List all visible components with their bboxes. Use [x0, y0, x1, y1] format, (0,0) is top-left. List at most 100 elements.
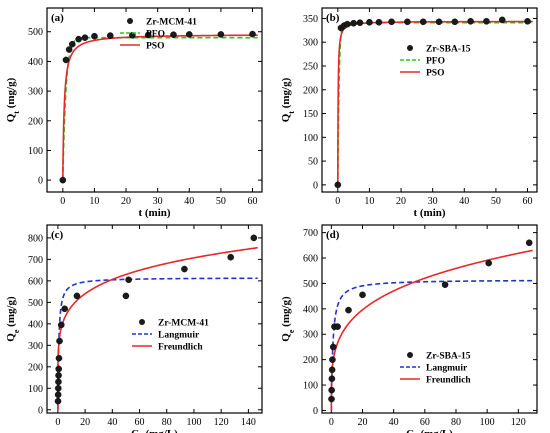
legend-label-freundlich: Freundlich	[426, 376, 471, 386]
data-point	[498, 16, 506, 24]
legend-label-pfo: PFO	[146, 30, 165, 40]
data-point	[334, 323, 341, 330]
y-tick-label: 100	[28, 384, 43, 395]
legend-label-pso: PSO	[426, 69, 444, 79]
data-point	[181, 265, 188, 273]
x-tick-label: 80	[162, 417, 172, 428]
legend: Zr-MCM-41 PFO PSO	[120, 18, 197, 52]
data-point	[334, 181, 342, 189]
legend-label-langmuir: Langmuir	[158, 331, 200, 341]
data-point	[106, 32, 114, 39]
x-tick-label: 120	[511, 417, 526, 428]
y-tick-label: 700	[28, 255, 43, 266]
x-tick-label: 20	[396, 196, 406, 207]
legend: Zr-SBA-15 Langmuir Freundlich	[400, 352, 471, 386]
y-tick-label: 300	[28, 87, 43, 98]
panel-label: (a)	[51, 12, 64, 24]
x-tick-label: 140	[241, 417, 256, 428]
x-tick-label: 100	[480, 417, 495, 428]
y-axis-label: Qe (mg/g)	[280, 296, 296, 342]
x-tick-label: 20	[358, 417, 368, 428]
y-tick-label: 500	[303, 279, 318, 290]
x-tick-label: 60	[135, 417, 145, 428]
x-tick-label: 60	[248, 196, 258, 207]
y-axis-label: Qt (mg/g)	[280, 77, 296, 122]
legend-label-points: Zr-SBA-15	[426, 352, 471, 362]
data-point	[388, 18, 395, 26]
data-point	[59, 176, 67, 184]
fit-line-pso	[62, 34, 258, 181]
x-tick-label: 40	[184, 196, 194, 207]
y-tick-label: 350	[303, 14, 318, 25]
data-point	[359, 291, 366, 299]
y-tick-label: 50	[308, 157, 318, 168]
x-tick-label: 20	[80, 417, 90, 428]
y-tick-label: 600	[303, 254, 318, 265]
panel-3: 0 20 40 60 80 100 120 0 100 200 300 400 500 600 700 Ce …	[280, 224, 538, 433]
data-point	[329, 356, 336, 363]
y-tick-label: 300	[28, 341, 43, 352]
data-point	[61, 305, 68, 313]
y-tick-label: 0	[38, 405, 43, 416]
y-tick-label: 300	[303, 330, 318, 341]
panel-0: 0 10 20 30 40 50 60 0 100 200 300 400 500 t (min) Qt (…	[5, 7, 263, 219]
y-tick-label: 250	[303, 62, 318, 73]
data-point	[57, 321, 65, 329]
data-point	[451, 18, 459, 26]
data-point	[54, 391, 62, 399]
x-tick-label: 0	[335, 196, 340, 207]
x-axis-label: t (min)	[138, 207, 170, 219]
fit-line-freundlich	[57, 246, 258, 410]
data-point	[356, 19, 364, 27]
legend-label-points: Zr-SBA-15	[426, 45, 471, 55]
data-point	[328, 386, 335, 394]
data-point	[55, 378, 62, 386]
x-tick-label: 30	[153, 196, 163, 207]
data-point	[55, 372, 62, 379]
panel-1: 0 10 20 30 40 50 60 0 50 100 150 200 250 300 350 t (min…	[280, 7, 538, 219]
legend-label-pfo: PFO	[426, 57, 445, 67]
data-point	[250, 234, 258, 242]
data-point	[73, 292, 81, 300]
data-point	[75, 35, 82, 43]
x-axis-label: Ce (mg/L)	[406, 428, 453, 433]
data-point	[524, 18, 531, 25]
data-point	[350, 19, 357, 27]
y-tick-label: 200	[303, 85, 318, 96]
plot-frame	[46, 7, 263, 193]
data-point	[81, 34, 89, 41]
y-tick-label: 400	[303, 304, 318, 315]
data-point	[170, 31, 177, 39]
panel-2: 0 20 40 60 80 100 120 140 0 100 200 300 400 500 600 700…	[5, 224, 263, 433]
fit-line-pfo	[62, 36, 258, 181]
data-point	[68, 40, 76, 48]
data-point	[343, 20, 351, 28]
y-axis-label: Qe (mg/g)	[5, 296, 21, 342]
x-tick-label: 50	[491, 196, 501, 207]
data-point	[328, 395, 335, 403]
data-point	[328, 375, 336, 383]
x-tick-label: 20	[121, 196, 131, 207]
legend-label-pso: PSO	[146, 42, 164, 52]
legend: Zr-MCM-41 Langmuir Freundlich	[132, 319, 209, 353]
data-point	[249, 30, 256, 38]
y-tick-label: 800	[28, 233, 43, 244]
data-point	[122, 292, 130, 300]
data-point	[55, 354, 63, 362]
x-tick-label: 40	[459, 196, 469, 207]
data-point	[125, 276, 132, 284]
panel-label: (b)	[326, 12, 340, 24]
data-point	[345, 306, 352, 314]
data-point	[217, 31, 225, 38]
x-tick-label: 40	[107, 417, 117, 428]
legend-marker-points	[407, 45, 413, 51]
fit-line-langmuir	[330, 279, 533, 411]
x-tick-label: 0	[329, 417, 334, 428]
legend-label-points: Zr-MCM-41	[158, 319, 209, 329]
data-point	[419, 18, 427, 26]
y-tick-label: 700	[303, 228, 318, 239]
legend-marker-points	[139, 319, 145, 325]
y-axis-label: Qt (mg/g)	[5, 77, 21, 122]
data-point	[55, 365, 63, 373]
